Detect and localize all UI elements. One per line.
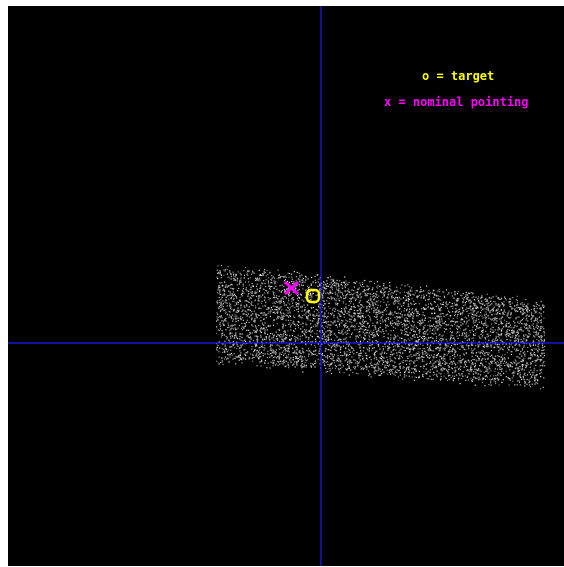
legend-nominal-pointing-label: x = nominal pointing [384,95,529,109]
target-marker [305,288,321,304]
sky-image-canvas [8,6,564,566]
legend-target-label: o = target [422,69,495,83]
sky-image-panel: o = target x = nominal pointing [8,6,564,566]
nominal-pointing-marker [283,280,300,296]
event-scatter [216,265,546,390]
